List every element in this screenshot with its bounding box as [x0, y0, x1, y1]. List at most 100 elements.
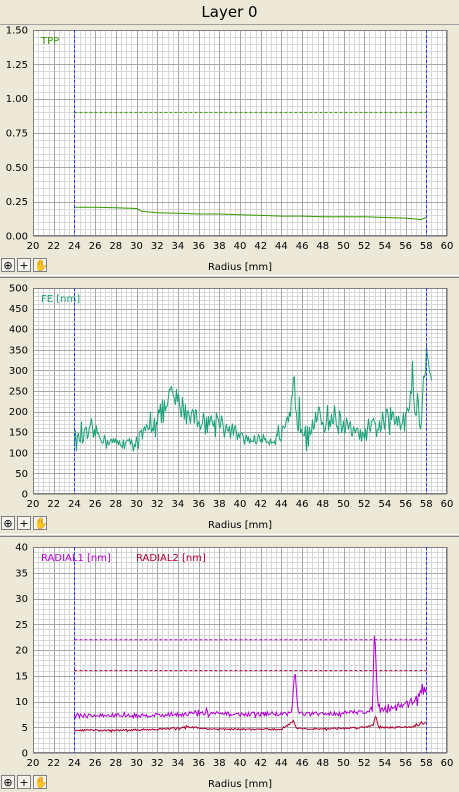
x-tick-label: 40: [234, 758, 247, 769]
plus-icon[interactable]: +: [17, 516, 31, 530]
radial-chart-panel: 20 22 24 26 28 30 32 34 36 38 40 42 44 46 48 50 52 54 56 58…: [0, 538, 459, 792]
x-tick-label: 48: [316, 499, 329, 510]
chart-toolbar: ⊕ + ✋: [1, 258, 48, 274]
x-tick-label: 54: [379, 758, 392, 769]
x-tick-label: 26: [89, 499, 102, 510]
legend-entry: FE [nm]: [41, 294, 80, 305]
y-tick-label: 1.50: [6, 26, 28, 37]
y-tick-label: 15: [15, 671, 28, 682]
y-tick-label: 40: [15, 543, 28, 554]
y-tick-label: 0.25: [6, 197, 28, 208]
panel-splitter[interactable]: [0, 275, 459, 278]
x-tick-label: 60: [441, 241, 454, 252]
x-tick-label: 36: [192, 499, 205, 510]
x-tick-label: 42: [254, 241, 267, 252]
x-tick-label: 60: [441, 499, 454, 510]
x-tick-label: 44: [275, 499, 288, 510]
plot-border: [33, 30, 447, 236]
legend-entry: RADIAL1 [nm]: [41, 553, 111, 564]
y-tick-label: 35: [15, 568, 28, 579]
y-tick-label: 250: [9, 387, 28, 398]
y-tick-label: 5: [22, 723, 28, 734]
y-tick-label: 1.00: [6, 94, 28, 105]
x-tick-label: 24: [68, 241, 81, 252]
plus-icon[interactable]: +: [17, 258, 31, 272]
x-tick-label: 36: [192, 758, 205, 769]
plot-border: [33, 288, 447, 494]
window-title: Layer 0: [0, 0, 459, 25]
y-tick-label: 400: [9, 325, 28, 336]
major-grid: [33, 30, 448, 237]
hand-icon[interactable]: ✋: [33, 258, 48, 272]
x-tick-label: 28: [109, 241, 122, 252]
x-tick-label: 24: [68, 758, 81, 769]
x-tick-label: 30: [130, 758, 143, 769]
x-axis-label: Radius [mm]: [208, 779, 272, 790]
hand-icon[interactable]: ✋: [33, 516, 48, 530]
y-tick-label: 10: [15, 697, 28, 708]
x-tick-label: 40: [234, 241, 247, 252]
hand-icon[interactable]: ✋: [33, 775, 48, 789]
y-tick-label: 350: [9, 345, 28, 356]
x-tick-label: 56: [399, 758, 412, 769]
fe-chart-panel: 20 22 24 26 28 30 32 34 36 38 40 42 44 46 48 50 52 54 56 58…: [0, 279, 459, 534]
x-tick-label: 28: [109, 758, 122, 769]
legend-entry: TPP: [40, 36, 59, 47]
x-tick-label: 26: [89, 241, 102, 252]
x-tick-label: 22: [47, 758, 60, 769]
x-tick-label: 30: [130, 499, 143, 510]
x-tick-label: 32: [151, 758, 164, 769]
y-tick-label: 450: [9, 304, 28, 315]
chart-svg[interactable]: 20 22 24 26 28 30 32 34 36 38 40 42 44 46 48 50 52 54 56 58…: [0, 279, 459, 534]
chart-toolbar: ⊕ + ✋: [1, 775, 48, 791]
x-tick-label: 32: [151, 241, 164, 252]
chart-svg[interactable]: 20 22 24 26 28 30 32 34 36 38 40 42 44 46 48 50 52 54 56 58…: [0, 538, 459, 792]
y-tick-label: 50: [15, 469, 28, 480]
x-tick-label: 44: [275, 758, 288, 769]
x-tick-label: 54: [379, 499, 392, 510]
y-tick-label: 25: [15, 620, 28, 631]
y-tick-label: 1.25: [6, 60, 28, 71]
x-tick-label: 38: [213, 758, 226, 769]
x-tick-label: 34: [172, 499, 185, 510]
x-tick-label: 24: [68, 499, 81, 510]
y-tick-label: 300: [9, 366, 28, 377]
y-tick-label: 500: [9, 284, 28, 295]
chart-toolbar: ⊕ + ✋: [1, 516, 48, 532]
x-tick-label: 58: [420, 499, 433, 510]
x-tick-label: 54: [379, 241, 392, 252]
x-tick-label: 42: [254, 758, 267, 769]
x-tick-label: 40: [234, 499, 247, 510]
series-line: [73, 345, 432, 452]
x-tick-label: 60: [441, 758, 454, 769]
zoom-icon[interactable]: ⊕: [1, 258, 15, 272]
x-tick-label: 20: [27, 758, 40, 769]
x-tick-label: 52: [358, 499, 371, 510]
legend-entry: RADIAL2 [nm]: [136, 553, 206, 564]
chart-svg[interactable]: 20 22 24 26 28 30 32 34 36 38 40 42 44 46 48 50 52 54 56 58…: [0, 25, 459, 275]
series-line: [74, 206, 427, 221]
x-tick-label: 44: [275, 241, 288, 252]
x-tick-label: 50: [337, 241, 350, 252]
major-grid: [33, 288, 448, 495]
x-tick-label: 46: [296, 758, 309, 769]
panel-splitter[interactable]: [0, 534, 459, 537]
x-tick-label: 56: [399, 241, 412, 252]
x-tick-label: 58: [420, 758, 433, 769]
x-tick-label: 52: [358, 241, 371, 252]
x-axis-label: Radius [mm]: [208, 520, 272, 531]
x-tick-label: 38: [213, 241, 226, 252]
y-tick-label: 30: [15, 594, 28, 605]
y-tick-label: 0: [22, 490, 28, 501]
x-tick-label: 52: [358, 758, 371, 769]
x-tick-label: 34: [172, 758, 185, 769]
series-line: [73, 715, 427, 734]
zoom-icon[interactable]: ⊕: [1, 775, 15, 789]
y-tick-label: 200: [9, 407, 28, 418]
x-tick-label: 56: [399, 499, 412, 510]
plus-icon[interactable]: +: [17, 775, 31, 789]
y-tick-label: 0: [22, 749, 28, 760]
zoom-icon[interactable]: ⊕: [1, 516, 15, 530]
y-tick-label: 0.00: [6, 232, 28, 243]
major-grid: [33, 547, 448, 754]
